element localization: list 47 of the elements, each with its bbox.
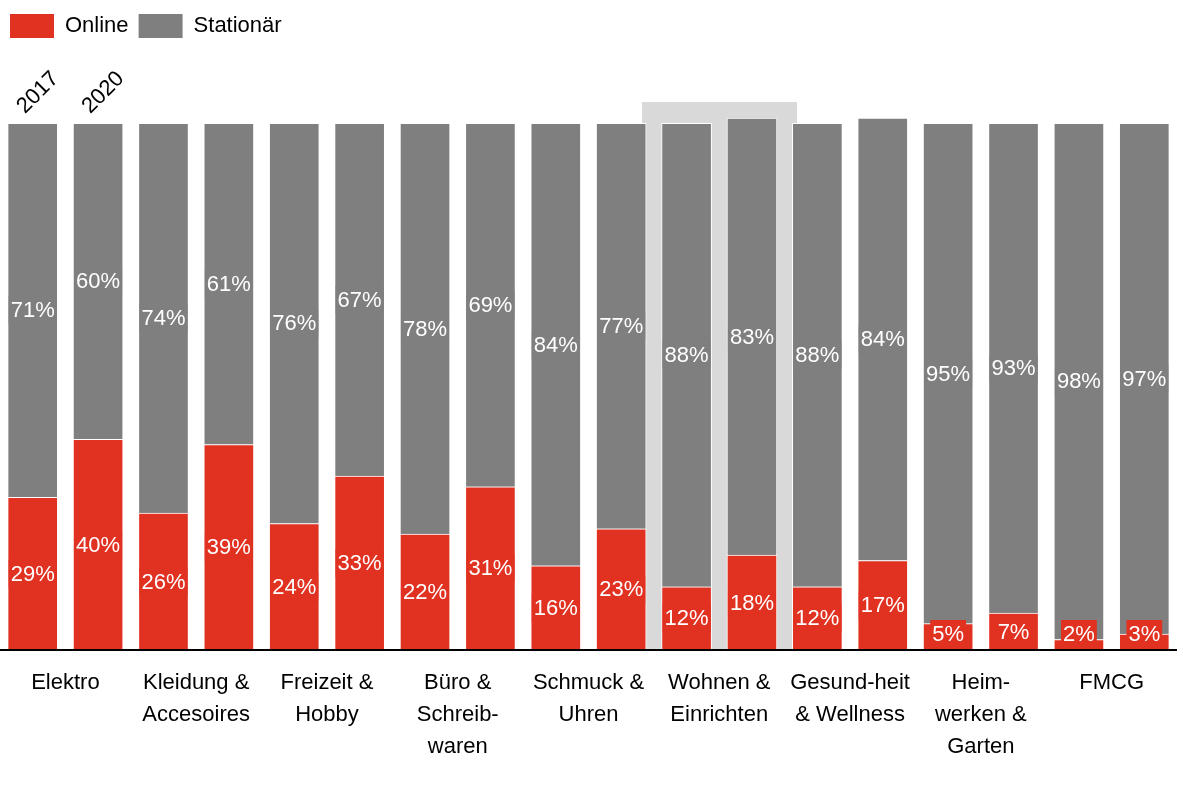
data-label: 39% (206, 534, 251, 560)
x-tick-label: Freizeit & Hobby (280, 669, 374, 727)
data-label: 97% (1122, 365, 1167, 391)
data-label: 77% (599, 313, 644, 339)
data-label: 26% (141, 568, 186, 594)
data-label: 16% (533, 594, 578, 620)
data-label: 7% (997, 618, 1030, 644)
data-label: 95% (926, 360, 971, 386)
data-label: 5% (932, 621, 965, 647)
x-tick-label: Gesund-heit & Wellness (790, 669, 910, 727)
data-label: 60% (76, 268, 121, 294)
x-tick-label: Schmuck & Uhren (532, 669, 645, 727)
data-label: 33% (337, 550, 382, 576)
data-label: 3% (1128, 621, 1161, 647)
data-label: 40% (76, 531, 121, 557)
data-label: 61% (206, 270, 251, 296)
data-label: 22% (403, 579, 448, 605)
legend-label: Stationär (193, 12, 282, 38)
x-tick-label: Elektro (31, 669, 100, 695)
data-label: 69% (468, 292, 513, 318)
data-label: 18% (729, 589, 774, 615)
data-label: 74% (141, 305, 186, 331)
data-label: 29% (10, 560, 55, 586)
data-label: 31% (468, 555, 513, 581)
data-label: 76% (272, 310, 317, 336)
data-label: 23% (599, 576, 644, 602)
data-label: 88% (664, 342, 709, 368)
data-label: 17% (860, 592, 905, 618)
data-label: 2% (1063, 621, 1095, 647)
legend-label: Online (65, 12, 129, 38)
data-label: 24% (272, 573, 317, 599)
data-label: 83% (729, 323, 774, 349)
data-label: 84% (860, 326, 905, 352)
data-label: 88% (795, 342, 840, 368)
data-label: 78% (403, 315, 448, 341)
data-label: 98% (1056, 368, 1101, 394)
data-label: 12% (664, 605, 709, 631)
data-label: 93% (991, 355, 1036, 381)
data-label: 71% (10, 297, 55, 323)
x-tick-label: Büro & Schreib-waren (416, 669, 499, 759)
data-label: 67% (337, 286, 382, 312)
x-tick-label: Wohnen & Einrichten (668, 669, 771, 727)
data-label: 12% (795, 605, 840, 631)
data-label: 84% (533, 331, 578, 357)
x-tick-label: Heim-werken & Garten (933, 669, 1028, 759)
x-tick-label: Kleidung & Accesoires (142, 669, 250, 727)
x-tick-label: FMCG (1079, 669, 1144, 695)
